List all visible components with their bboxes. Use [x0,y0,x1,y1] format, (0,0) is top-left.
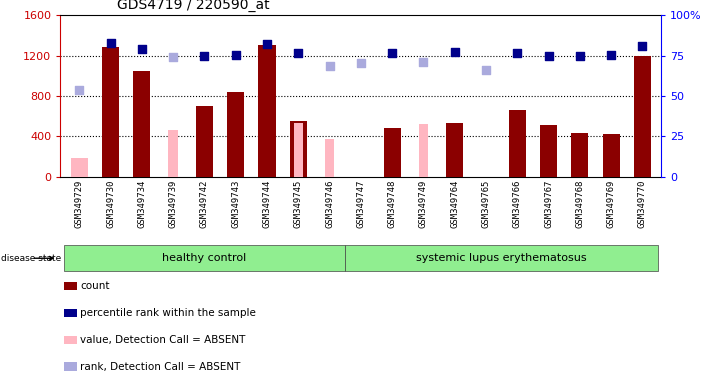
Text: GSM349768: GSM349768 [575,180,584,228]
Bar [508,110,526,177]
Bar [64,282,77,290]
Bar [571,133,589,177]
Point [355,60,367,66]
Point [387,50,398,56]
Point [449,49,461,55]
Text: GSM349745: GSM349745 [294,180,303,228]
Text: GSM349764: GSM349764 [450,180,459,228]
Text: GSM349730: GSM349730 [106,180,115,228]
Bar [540,125,557,177]
Bar [64,362,77,371]
Point [606,51,617,58]
Text: value, Detection Call = ABSENT: value, Detection Call = ABSENT [80,335,245,345]
Bar [446,123,464,177]
Bar [419,124,428,177]
Point [167,54,178,60]
Bar [102,46,119,177]
Text: GSM349742: GSM349742 [200,180,209,228]
Bar [258,45,276,177]
Bar [70,159,88,177]
Point [73,87,85,93]
Bar [196,106,213,177]
Text: GSM349770: GSM349770 [638,180,647,228]
Bar [227,92,245,177]
Point [292,50,304,56]
Text: GSM349747: GSM349747 [356,180,365,228]
Point [324,63,335,69]
Text: GSM349746: GSM349746 [325,180,334,228]
Text: GSM349744: GSM349744 [262,180,272,228]
Text: GSM349748: GSM349748 [387,180,397,228]
Text: rank, Detection Call = ABSENT: rank, Detection Call = ABSENT [80,362,240,372]
Bar [169,130,178,177]
Bar [602,134,620,177]
Point [512,50,523,56]
Text: systemic lupus erythematosus: systemic lupus erythematosus [417,253,587,263]
Text: GDS4719 / 220590_at: GDS4719 / 220590_at [117,0,270,12]
Text: GSM349765: GSM349765 [481,180,491,228]
Bar [64,336,77,344]
Point [230,51,241,58]
Bar [294,123,303,177]
Point [105,40,116,46]
Text: healthy control: healthy control [162,253,247,263]
Bar [634,56,651,177]
Text: GSM349749: GSM349749 [419,180,428,228]
Bar [325,139,334,177]
Point [261,41,272,47]
Text: GSM349729: GSM349729 [75,180,84,228]
FancyBboxPatch shape [63,245,345,271]
Bar [289,121,307,177]
Point [481,67,492,73]
Bar [133,71,151,177]
Text: disease state: disease state [1,254,61,263]
Point [637,43,648,49]
Bar [383,128,401,177]
Point [574,53,586,59]
Text: GSM349766: GSM349766 [513,180,522,228]
Text: GSM349734: GSM349734 [137,180,146,228]
FancyBboxPatch shape [345,245,658,271]
Text: GSM349743: GSM349743 [231,180,240,228]
Point [136,46,147,52]
Point [418,59,429,65]
Text: GSM349767: GSM349767 [544,180,553,228]
Point [543,53,555,59]
Text: count: count [80,281,109,291]
Text: GSM349739: GSM349739 [169,180,178,228]
Bar [64,309,77,317]
Point [198,53,210,59]
Text: percentile rank within the sample: percentile rank within the sample [80,308,256,318]
Text: GSM349769: GSM349769 [606,180,616,228]
